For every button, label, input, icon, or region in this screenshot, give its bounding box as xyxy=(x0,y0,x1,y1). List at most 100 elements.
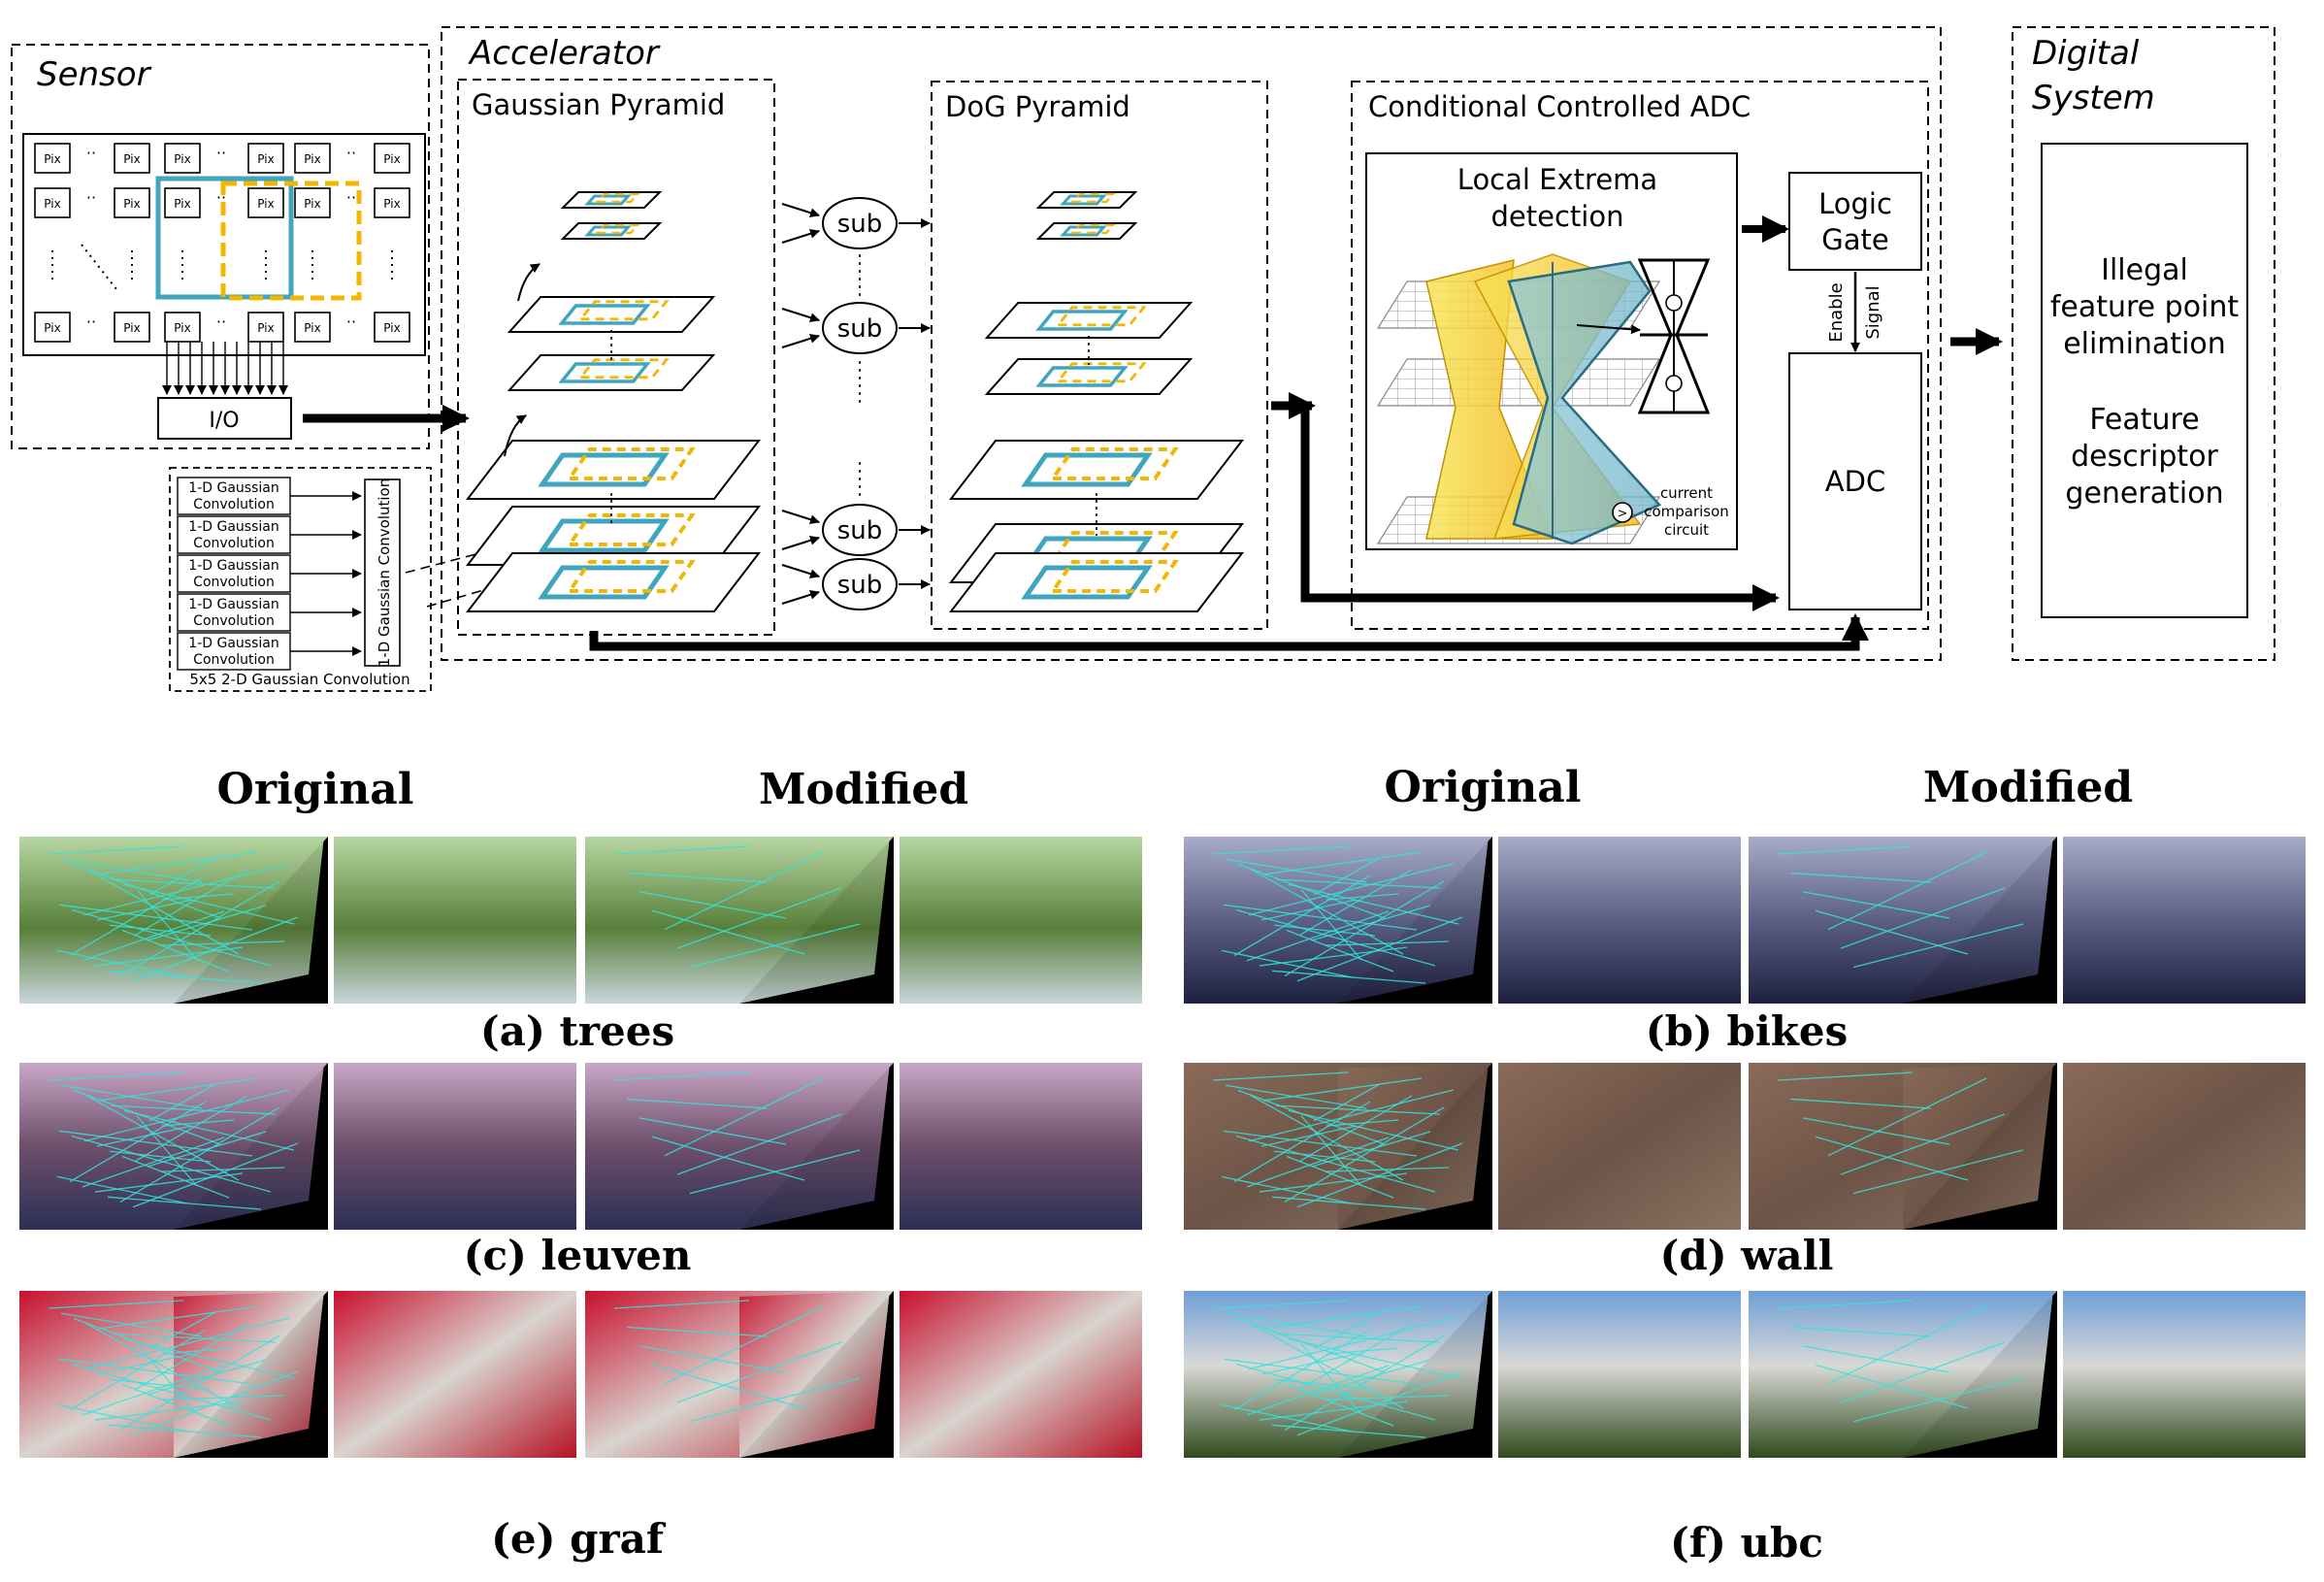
match-line xyxy=(613,1300,750,1309)
pyramid-layer xyxy=(1035,191,1138,209)
logic-gate-box xyxy=(1788,172,1922,271)
match-line xyxy=(1840,1341,2006,1403)
match-line xyxy=(161,1119,235,1127)
match-line xyxy=(134,1323,248,1391)
match-line xyxy=(96,1125,193,1147)
pixel-cell xyxy=(247,312,284,343)
match-line xyxy=(1284,1106,1445,1203)
match-line xyxy=(1789,1326,1932,1337)
photo-thumbnail xyxy=(1498,1063,1741,1230)
extrema-pointer xyxy=(1576,324,1641,335)
sensor-title: Sensor xyxy=(37,55,152,94)
match-line xyxy=(132,916,299,982)
subtractor-input-upper xyxy=(781,203,820,218)
match-line xyxy=(119,880,280,977)
match-line xyxy=(1298,869,1413,937)
pixel-label: Pix xyxy=(123,152,140,166)
pixel-cell xyxy=(34,143,71,174)
subtractor-input-upper xyxy=(781,510,820,525)
yellow-window-projection xyxy=(566,513,696,546)
match-line xyxy=(1286,929,1394,972)
photo-thumbnail xyxy=(900,837,1142,1004)
match-line xyxy=(98,1305,258,1330)
teal-window-projection xyxy=(1021,452,1153,487)
match-line xyxy=(1233,1329,1371,1411)
pixel-label: Pix xyxy=(304,152,320,166)
yellow-window-projection xyxy=(594,192,641,204)
match-line xyxy=(1223,1358,1418,1385)
match-line xyxy=(1324,940,1450,946)
subtractor-input-upper xyxy=(781,564,820,579)
match-line xyxy=(134,869,248,937)
gauss-vertical-box xyxy=(364,478,401,667)
dog-pyramid-title: DoG Pyramid xyxy=(945,90,1130,123)
subtractor-label: sub xyxy=(837,210,883,239)
diagonal-ellipsis xyxy=(81,244,117,290)
match-line xyxy=(1852,1149,2024,1195)
match-line xyxy=(1271,1196,1426,1210)
comparator-node-upper xyxy=(1665,294,1683,312)
match-line xyxy=(58,1130,253,1157)
match-line xyxy=(1777,845,1914,855)
teal-window-projection xyxy=(538,565,670,600)
match-line xyxy=(1248,1089,1455,1142)
match-line xyxy=(134,1095,248,1163)
match-line xyxy=(71,1135,272,1193)
match-line xyxy=(1262,1077,1423,1102)
match-line xyxy=(1324,1395,1450,1401)
dog-pyramid-layers xyxy=(948,191,1245,612)
pixel-array: Pix Pix Pix Pix Pix Pix Pix Pix Pix Pix Pix Pix Pix P… xyxy=(34,143,410,343)
pyramid-layer xyxy=(465,552,762,612)
ellipsis-dots: ·· xyxy=(346,188,356,207)
accelerator-title: Accelerator xyxy=(468,34,661,73)
ellipsis-dots: ·· xyxy=(346,313,356,331)
teal-window-projection xyxy=(1035,366,1129,387)
match-line xyxy=(651,1364,805,1409)
pixel-label: Pix xyxy=(174,152,190,166)
match-line xyxy=(1275,1333,1441,1343)
match-line xyxy=(159,1395,285,1401)
match-line xyxy=(82,1365,225,1416)
header-modified-left: Modified xyxy=(759,765,968,814)
match-line xyxy=(136,1115,198,1187)
match-line xyxy=(161,1347,235,1355)
results-panel: Original Modified Original Modified (a) … xyxy=(19,763,2306,1566)
teal-window-projection xyxy=(1021,565,1153,600)
match-line xyxy=(1260,1353,1358,1375)
gauss-1d-box xyxy=(177,515,291,554)
match-line xyxy=(1260,1125,1358,1147)
match-line xyxy=(111,878,277,889)
result-images xyxy=(19,837,2306,1458)
match-line xyxy=(71,1363,272,1421)
pixel-cell xyxy=(114,187,150,218)
match-line xyxy=(123,1109,295,1151)
match-line xyxy=(1827,1305,1987,1385)
yellow-window-projection xyxy=(1055,362,1147,383)
pixel-cell xyxy=(164,312,201,343)
match-line xyxy=(83,1317,290,1370)
match-line xyxy=(1313,857,1381,896)
match-line xyxy=(1262,851,1423,875)
match-line xyxy=(1311,1359,1431,1396)
caption-graf: (e) graf xyxy=(491,1515,667,1563)
pixel-label: Pix xyxy=(257,197,274,211)
match-line xyxy=(1827,1077,1987,1157)
yellow-window-projection xyxy=(566,560,696,593)
match-line xyxy=(94,1401,244,1421)
match-line xyxy=(651,1136,805,1181)
dog-to-adc-arrow xyxy=(1300,406,1780,611)
subtractor-input-lower xyxy=(781,333,820,348)
match-line xyxy=(1235,1135,1436,1193)
yellow-window-projection xyxy=(1055,306,1147,327)
match-line xyxy=(111,1333,277,1343)
yellow-window-projection xyxy=(1049,560,1179,593)
match-line xyxy=(626,1098,769,1109)
match-line xyxy=(664,851,824,931)
adc-section-frame xyxy=(1351,81,1929,630)
match-line xyxy=(69,874,207,957)
comparison-legend-symbol: > xyxy=(1618,507,1628,521)
teal-window-projection xyxy=(558,362,651,383)
enable-signal-line2: Signal xyxy=(1863,285,1883,339)
